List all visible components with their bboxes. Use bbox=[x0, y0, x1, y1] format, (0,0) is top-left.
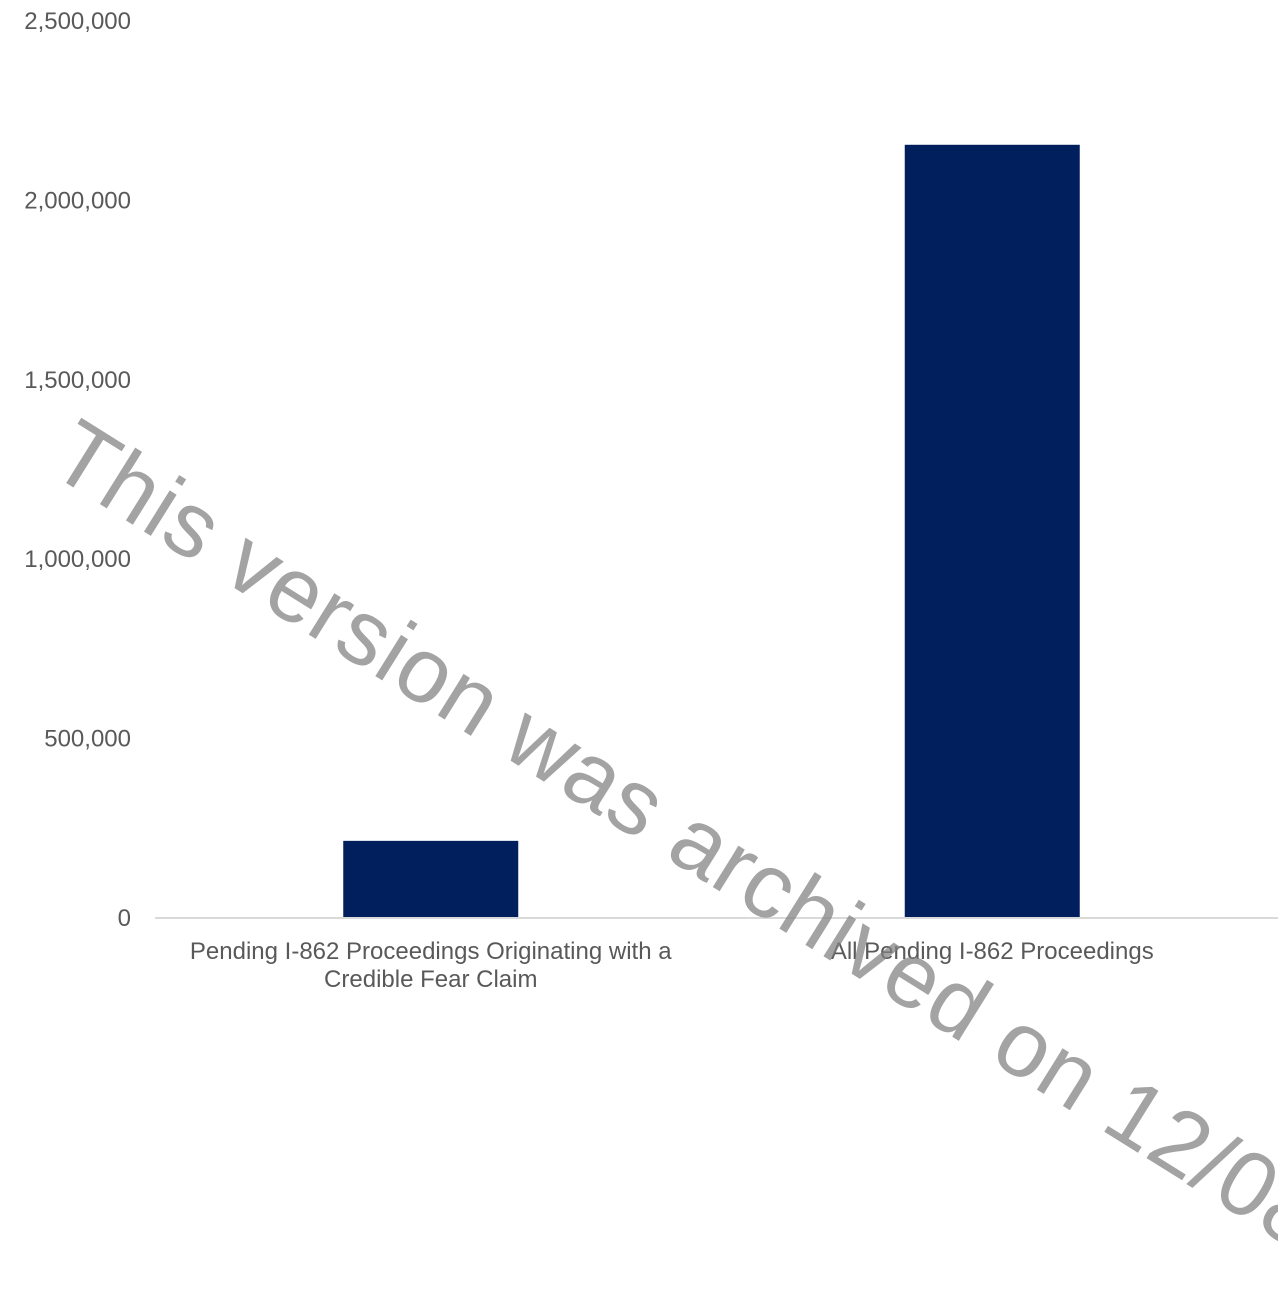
y-tick-label: 2,500,000 bbox=[24, 8, 131, 35]
y-tick-label: 1,500,000 bbox=[24, 367, 131, 394]
y-tick-label: 2,000,000 bbox=[24, 187, 131, 214]
bar bbox=[343, 840, 519, 918]
bars bbox=[343, 144, 1080, 918]
bar-chart: 0 500,000 1,000,000 1,500,000 2,000,000 2,500… bbox=[24, 8, 1278, 992]
x-category-label: All Pending I-862 Proceedings bbox=[831, 938, 1154, 965]
x-axis-category-labels: Pending I-862 Proceedings Originating wi… bbox=[190, 938, 1154, 992]
y-tick-label: 0 bbox=[118, 905, 131, 932]
x-category-label: Pending I-862 Proceedings Originating wi… bbox=[190, 938, 672, 992]
y-axis-tick-labels: 0 500,000 1,000,000 1,500,000 2,000,000 2,500… bbox=[24, 8, 131, 932]
y-tick-label: 1,000,000 bbox=[24, 546, 131, 573]
y-tick-label: 500,000 bbox=[44, 726, 131, 753]
bar bbox=[904, 144, 1080, 918]
